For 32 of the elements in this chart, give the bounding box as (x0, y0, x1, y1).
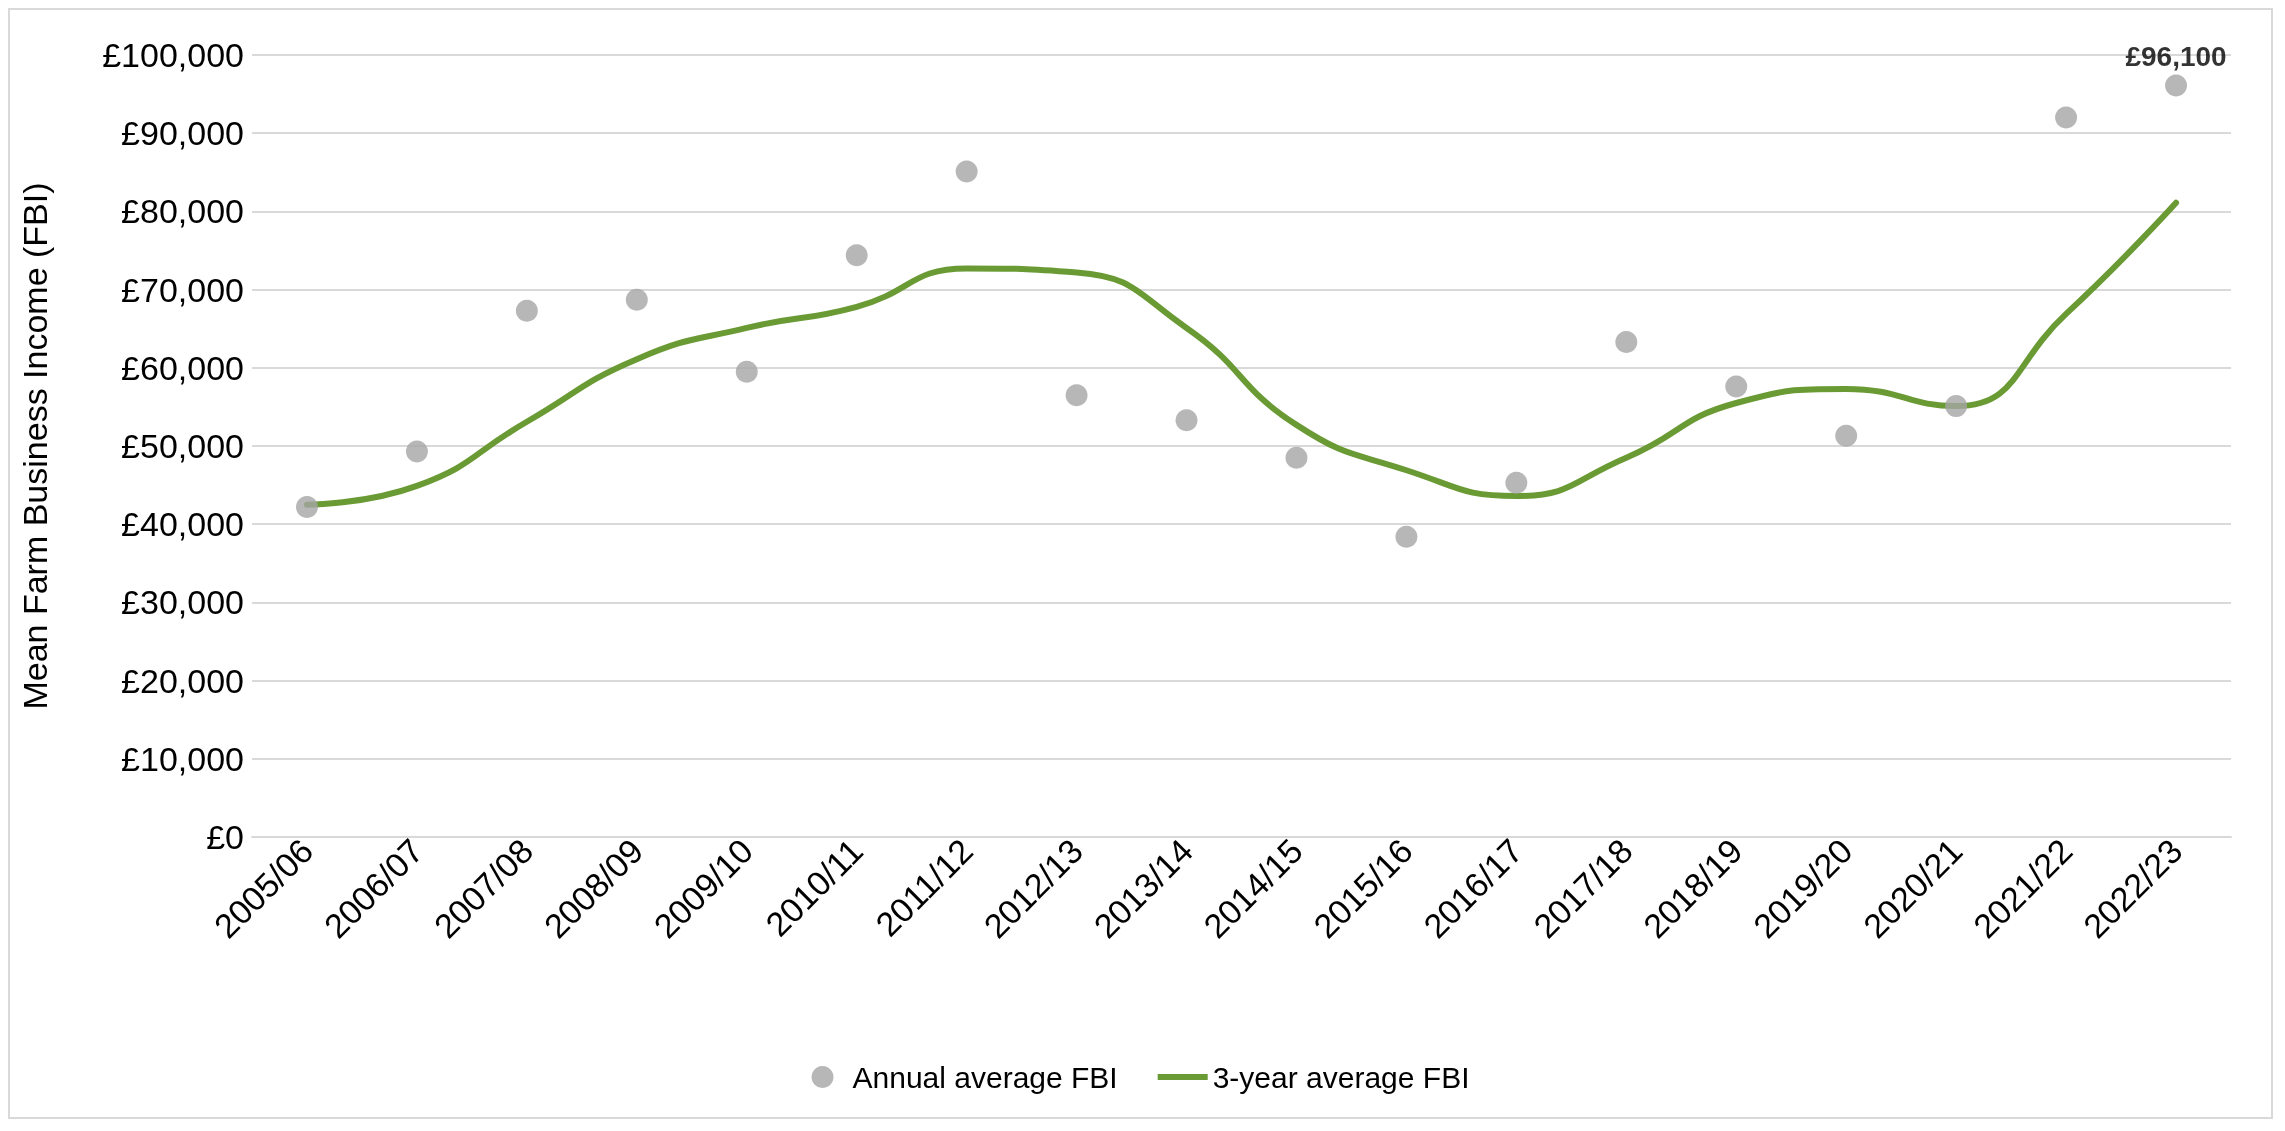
point (1835, 424, 1858, 447)
point (295, 496, 318, 518)
point (405, 440, 428, 463)
point (1945, 395, 1968, 418)
point (1725, 375, 1748, 398)
point (625, 288, 648, 311)
point (955, 160, 978, 183)
y-tick-label: £30,000 (121, 583, 244, 622)
legend-label: 3-year average FBI (1212, 1060, 1470, 1094)
point (2165, 74, 2188, 97)
y-tick-label: £100,000 (102, 36, 244, 74)
y-tick-label: £60,000 (121, 348, 244, 387)
point (1395, 525, 1418, 548)
point (1175, 409, 1198, 432)
point (845, 244, 868, 267)
point (1505, 471, 1528, 494)
y-axis-title: Mean Farm Business Income (FBI) (16, 182, 54, 710)
point (1065, 384, 1088, 407)
y-tick-label: £70,000 (121, 270, 244, 309)
point (515, 299, 538, 322)
data-label: £96,100 (2125, 41, 2227, 72)
point (2055, 106, 2078, 129)
point (735, 360, 758, 383)
y-tick-label: £10,000 (121, 739, 244, 778)
point (1285, 446, 1308, 469)
y-tick-label: £20,000 (121, 661, 244, 700)
point (1615, 331, 1638, 353)
legend-label: Annual average FBI (852, 1060, 1118, 1094)
y-tick-label: £80,000 (121, 192, 244, 231)
y-tick-label: £90,000 (121, 114, 244, 153)
y-tick-label: £40,000 (121, 505, 244, 544)
y-tick-label: £50,000 (121, 427, 244, 465)
